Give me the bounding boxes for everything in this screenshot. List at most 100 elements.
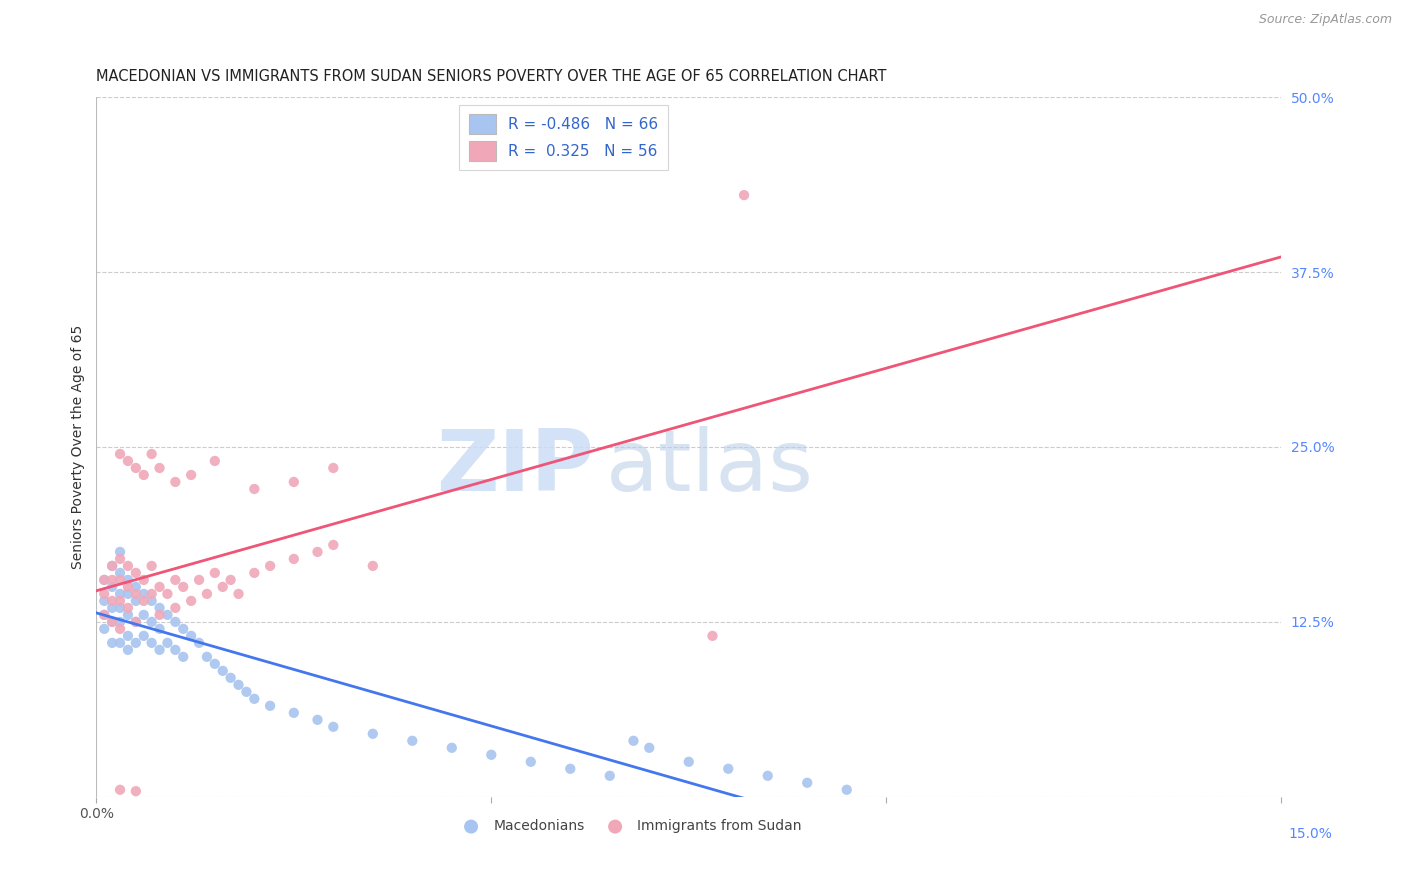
Point xyxy=(132,629,155,643)
Point xyxy=(125,784,148,798)
Text: ZIP: ZIP xyxy=(436,426,593,509)
Point xyxy=(141,587,163,601)
Point xyxy=(101,600,124,615)
Point xyxy=(125,615,148,629)
Point xyxy=(678,755,700,769)
Point xyxy=(117,558,139,573)
Point xyxy=(211,580,233,594)
Point xyxy=(108,615,131,629)
Point xyxy=(101,594,124,608)
Point xyxy=(180,629,202,643)
Point xyxy=(108,622,131,636)
Point xyxy=(638,740,661,755)
Legend: Macedonians, Immigrants from Sudan: Macedonians, Immigrants from Sudan xyxy=(451,814,807,838)
Point xyxy=(108,782,131,797)
Point xyxy=(101,636,124,650)
Point xyxy=(702,629,724,643)
Point xyxy=(283,552,305,566)
Point xyxy=(93,573,115,587)
Point xyxy=(733,188,755,202)
Point xyxy=(148,622,170,636)
Point xyxy=(307,713,329,727)
Point xyxy=(101,615,124,629)
Point xyxy=(623,733,645,747)
Point xyxy=(125,615,148,629)
Point xyxy=(108,587,131,601)
Point xyxy=(132,594,155,608)
Point xyxy=(440,740,463,755)
Point xyxy=(141,636,163,650)
Point xyxy=(835,782,858,797)
Point xyxy=(117,629,139,643)
Point xyxy=(479,747,502,762)
Point xyxy=(117,607,139,622)
Point xyxy=(93,594,115,608)
Point xyxy=(108,552,131,566)
Point xyxy=(180,594,202,608)
Point xyxy=(172,649,194,664)
Point xyxy=(117,573,139,587)
Point xyxy=(401,733,423,747)
Point xyxy=(141,615,163,629)
Point xyxy=(172,622,194,636)
Point xyxy=(93,607,115,622)
Y-axis label: Seniors Poverty Over the Age of 65: Seniors Poverty Over the Age of 65 xyxy=(72,325,86,569)
Point xyxy=(228,587,250,601)
Point xyxy=(283,706,305,720)
Point xyxy=(132,607,155,622)
Point xyxy=(125,580,148,594)
Point xyxy=(165,615,187,629)
Point xyxy=(195,587,218,601)
Point xyxy=(243,691,266,706)
Point xyxy=(599,769,621,783)
Point xyxy=(148,461,170,475)
Point xyxy=(204,657,226,671)
Point xyxy=(125,636,148,650)
Point xyxy=(156,636,179,650)
Text: Source: ZipAtlas.com: Source: ZipAtlas.com xyxy=(1258,13,1392,27)
Point xyxy=(101,615,124,629)
Point xyxy=(259,558,281,573)
Point xyxy=(108,566,131,580)
Point xyxy=(117,600,139,615)
Point xyxy=(243,482,266,496)
Point xyxy=(259,698,281,713)
Point xyxy=(188,573,211,587)
Point xyxy=(243,566,266,580)
Point xyxy=(520,755,543,769)
Point xyxy=(796,776,818,790)
Point xyxy=(211,664,233,678)
Point xyxy=(322,538,344,552)
Point xyxy=(165,475,187,489)
Point xyxy=(361,558,384,573)
Point xyxy=(283,475,305,489)
Point xyxy=(148,607,170,622)
Point xyxy=(93,587,115,601)
Point xyxy=(125,566,148,580)
Point xyxy=(165,600,187,615)
Point xyxy=(717,762,740,776)
Point xyxy=(108,594,131,608)
Point xyxy=(141,594,163,608)
Point xyxy=(204,454,226,468)
Point xyxy=(108,545,131,559)
Point xyxy=(560,762,582,776)
Text: 15.0%: 15.0% xyxy=(1288,827,1331,841)
Point xyxy=(108,636,131,650)
Point xyxy=(117,643,139,657)
Point xyxy=(101,573,124,587)
Point xyxy=(322,720,344,734)
Point xyxy=(101,580,124,594)
Point xyxy=(93,607,115,622)
Point xyxy=(132,587,155,601)
Point xyxy=(156,607,179,622)
Point xyxy=(165,643,187,657)
Point xyxy=(148,580,170,594)
Point xyxy=(141,558,163,573)
Point xyxy=(117,580,139,594)
Point xyxy=(117,454,139,468)
Point xyxy=(117,587,139,601)
Point xyxy=(125,587,148,601)
Point xyxy=(148,643,170,657)
Point xyxy=(125,461,148,475)
